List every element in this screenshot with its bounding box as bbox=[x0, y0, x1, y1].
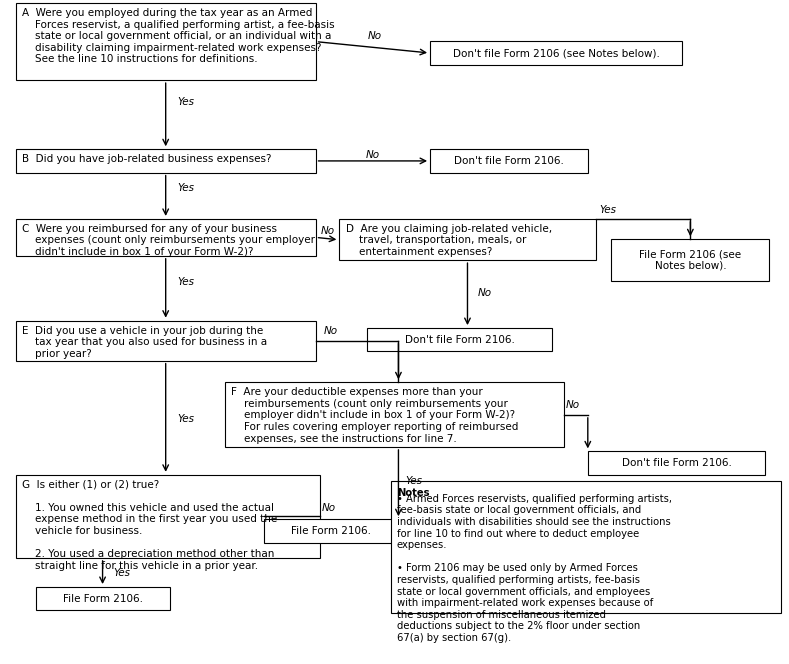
Text: No: No bbox=[478, 288, 492, 298]
Text: F  Are your deductible expenses more than your
    reimbursements (count only re: F Are your deductible expenses more than… bbox=[231, 387, 518, 444]
Text: C  Were you reimbursed for any of your business
    expenses (count only reimbur: C Were you reimbursed for any of your bu… bbox=[22, 224, 315, 257]
FancyBboxPatch shape bbox=[36, 587, 170, 610]
Text: No: No bbox=[566, 400, 580, 410]
Text: Yes: Yes bbox=[406, 476, 423, 486]
Text: No: No bbox=[320, 226, 335, 236]
Text: G  Is either (1) or (2) true?

    1. You owned this vehicle and used the actual: G Is either (1) or (2) true? 1. You owne… bbox=[22, 479, 278, 571]
FancyBboxPatch shape bbox=[16, 149, 316, 173]
FancyBboxPatch shape bbox=[16, 321, 316, 361]
Text: Yes: Yes bbox=[177, 97, 194, 107]
FancyBboxPatch shape bbox=[339, 219, 596, 260]
FancyBboxPatch shape bbox=[16, 475, 320, 558]
Text: Notes: Notes bbox=[397, 488, 429, 498]
Text: No: No bbox=[368, 31, 382, 41]
Text: Don't file Form 2106.: Don't file Form 2106. bbox=[622, 458, 731, 468]
FancyBboxPatch shape bbox=[430, 149, 588, 173]
Text: D  Are you claiming job-related vehicle,
    travel, transportation, meals, or
 : D Are you claiming job-related vehicle, … bbox=[346, 224, 552, 257]
Text: Yes: Yes bbox=[177, 414, 194, 424]
Text: No: No bbox=[365, 150, 380, 161]
FancyBboxPatch shape bbox=[16, 219, 316, 256]
FancyBboxPatch shape bbox=[391, 481, 781, 614]
FancyBboxPatch shape bbox=[225, 382, 564, 447]
FancyBboxPatch shape bbox=[430, 41, 682, 64]
Text: File Form 2106.: File Form 2106. bbox=[62, 594, 143, 604]
Text: Yes: Yes bbox=[177, 277, 194, 287]
Text: Yes: Yes bbox=[177, 183, 194, 193]
Text: No: No bbox=[322, 503, 336, 513]
FancyBboxPatch shape bbox=[16, 3, 316, 80]
Text: A  Were you employed during the tax year as an Armed
    Forces reservist, a qua: A Were you employed during the tax year … bbox=[22, 8, 335, 64]
FancyBboxPatch shape bbox=[264, 519, 398, 542]
FancyBboxPatch shape bbox=[611, 239, 769, 280]
FancyBboxPatch shape bbox=[367, 328, 552, 351]
Text: Yes: Yes bbox=[600, 205, 617, 214]
Text: E  Did you use a vehicle in your job during the
    tax year that you also used : E Did you use a vehicle in your job duri… bbox=[22, 325, 267, 359]
Text: B  Did you have job-related business expenses?: B Did you have job-related business expe… bbox=[22, 154, 271, 164]
FancyBboxPatch shape bbox=[588, 452, 765, 475]
Text: Don't file Form 2106.: Don't file Form 2106. bbox=[405, 335, 514, 345]
Text: Don't file Form 2106.: Don't file Form 2106. bbox=[454, 156, 564, 166]
Text: Yes: Yes bbox=[114, 568, 131, 578]
Text: No: No bbox=[323, 326, 338, 336]
Text: File Form 2106 (see
Notes below).: File Form 2106 (see Notes below). bbox=[639, 249, 742, 271]
Text: File Form 2106.: File Form 2106. bbox=[291, 526, 372, 536]
Text: • Armed Forces reservists, qualified performing artists,
fee-basis state or loca: • Armed Forces reservists, qualified per… bbox=[397, 494, 672, 643]
Text: Don't file Form 2106 (see Notes below).: Don't file Form 2106 (see Notes below). bbox=[453, 48, 660, 58]
